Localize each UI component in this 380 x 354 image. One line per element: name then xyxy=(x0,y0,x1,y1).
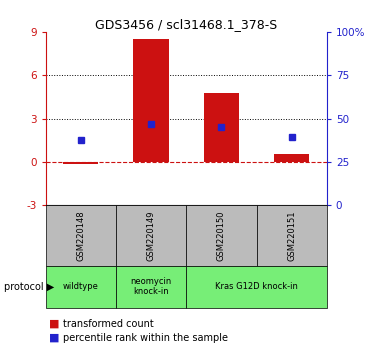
Text: GSM220151: GSM220151 xyxy=(287,210,296,261)
Bar xyxy=(274,154,309,162)
Text: wildtype: wildtype xyxy=(63,282,99,291)
Text: ■: ■ xyxy=(49,333,60,343)
Title: GDS3456 / scl31468.1_378-S: GDS3456 / scl31468.1_378-S xyxy=(95,18,277,31)
Text: GSM220149: GSM220149 xyxy=(147,210,155,261)
Text: GSM220148: GSM220148 xyxy=(76,210,85,261)
Bar xyxy=(133,39,169,162)
Bar xyxy=(63,162,98,164)
Text: Kras G12D knock-in: Kras G12D knock-in xyxy=(215,282,298,291)
Text: percentile rank within the sample: percentile rank within the sample xyxy=(63,333,228,343)
Text: transformed count: transformed count xyxy=(63,319,154,329)
Text: neomycin
knock-in: neomycin knock-in xyxy=(130,277,172,296)
Text: ■: ■ xyxy=(49,319,60,329)
Text: protocol ▶: protocol ▶ xyxy=(4,282,54,292)
Bar xyxy=(204,93,239,162)
Text: GSM220150: GSM220150 xyxy=(217,210,226,261)
